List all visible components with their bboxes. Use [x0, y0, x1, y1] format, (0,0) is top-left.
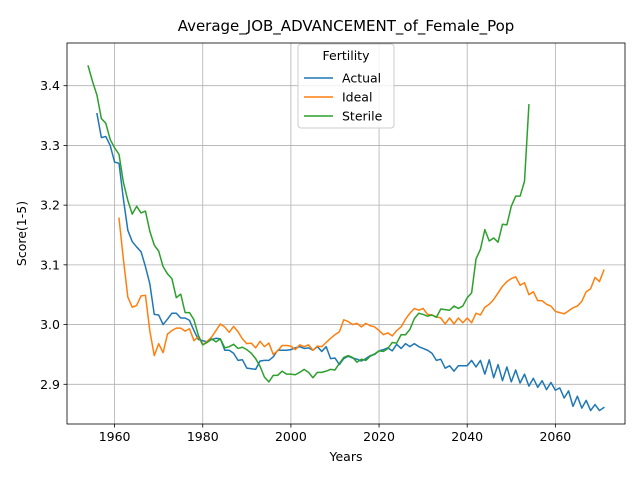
legend: Fertility Actual Ideal Sterile: [298, 44, 394, 128]
x-tick-label: 2020: [363, 429, 395, 444]
y-tick-label: 2.9: [40, 377, 60, 392]
legend-label-ideal: Ideal: [342, 90, 372, 105]
x-tick-label: 1960: [99, 429, 131, 444]
y-tick-label: 3.4: [40, 78, 60, 93]
y-tick-label: 3.1: [40, 257, 60, 272]
y-axis-label: Score(1-5): [14, 201, 29, 266]
legend-title: Fertility: [323, 48, 371, 63]
x-tick-label: 2040: [451, 429, 483, 444]
y-tick-label: 3.3: [40, 138, 60, 153]
legend-entries: Actual Ideal Sterile: [304, 71, 383, 124]
chart-title: Average_JOB_ADVANCEMENT_of_Female_Pop: [178, 17, 515, 36]
y-tick-label: 3.2: [40, 198, 60, 213]
x-tick-label: 2060: [539, 429, 571, 444]
y-tick-label: 3.0: [40, 317, 60, 332]
legend-label-sterile: Sterile: [342, 109, 383, 124]
x-tick-label: 1980: [187, 429, 219, 444]
legend-label-actual: Actual: [342, 71, 381, 86]
x-axis-label: Years: [329, 449, 363, 464]
x-tick-label: 2000: [275, 429, 307, 444]
